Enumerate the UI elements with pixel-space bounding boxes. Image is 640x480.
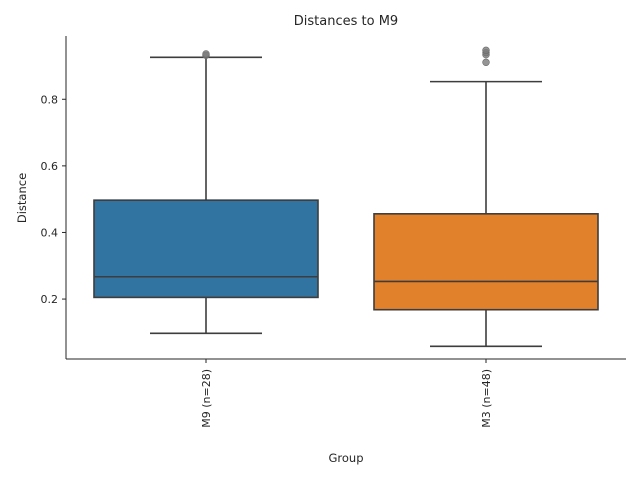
outlier-point: [482, 58, 490, 67]
outlier-point: [202, 50, 210, 58]
y-tick-label: 0.8: [41, 93, 59, 106]
x-axis-label: Group: [328, 451, 363, 465]
y-ticks: 0.2 0.4 0.6 0.8: [41, 93, 66, 306]
x-ticks: M9 (n=28) M3 (n=48): [200, 359, 493, 428]
box-group: [93, 50, 319, 335]
box-group: [373, 46, 599, 348]
x-tick-label: M9 (n=28): [200, 369, 213, 428]
y-tick-label: 0.6: [41, 160, 59, 173]
y-tick-label: 0.2: [41, 293, 59, 306]
y-axis-label: Distance: [15, 173, 29, 223]
y-tick-label: 0.4: [41, 226, 59, 239]
plot-area: [93, 46, 599, 348]
box-iqr: [93, 199, 319, 299]
outlier-point: [482, 46, 490, 55]
x-tick-label: M3 (n=48): [480, 369, 493, 428]
box-iqr: [373, 213, 599, 311]
chart-title: Distances to M9: [294, 14, 398, 29]
